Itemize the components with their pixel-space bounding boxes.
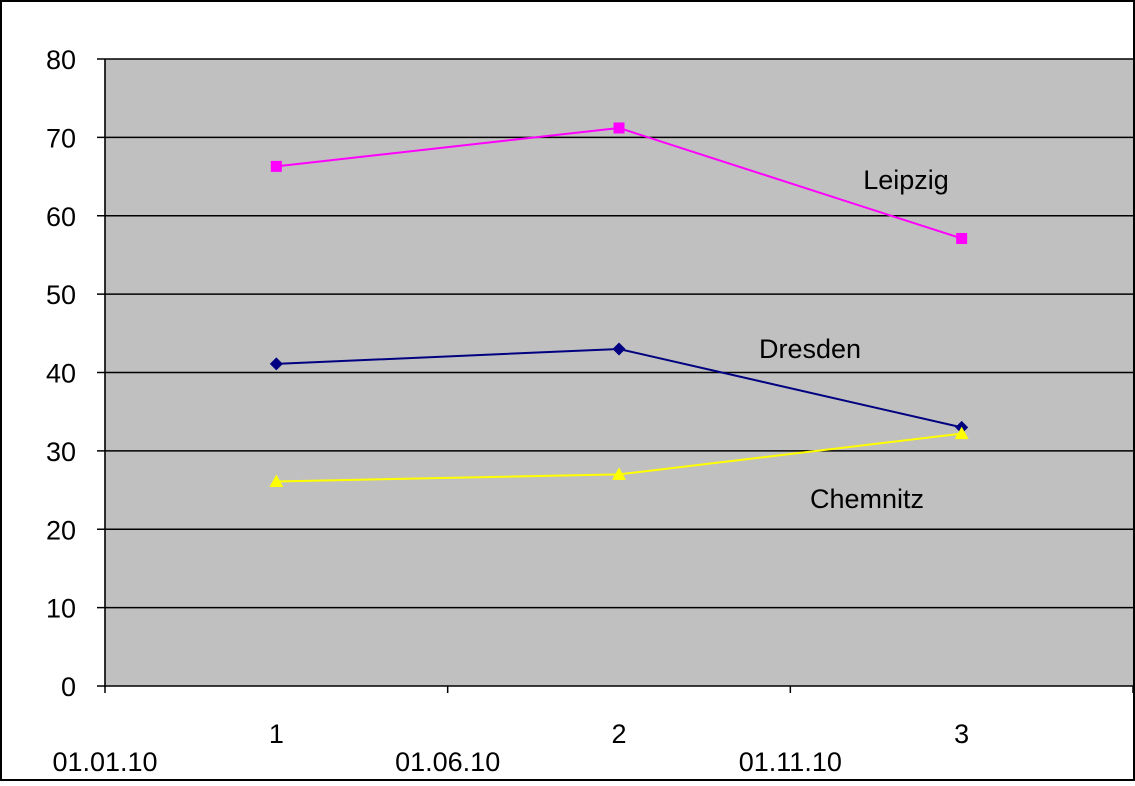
y-tick-label: 20 xyxy=(46,515,76,545)
gridlines xyxy=(105,58,1133,609)
y-tick-label: 0 xyxy=(61,672,76,702)
y-tick-label: 60 xyxy=(46,202,76,232)
data-point-leipzig xyxy=(956,232,968,244)
series-chemnitz xyxy=(269,426,969,487)
data-point-chemnitz xyxy=(612,467,626,480)
data-point-dresden xyxy=(269,357,283,371)
y-tick-label: 40 xyxy=(46,359,76,389)
series-layer xyxy=(269,122,969,487)
data-point-dresden xyxy=(612,342,626,356)
y-tick-label: 10 xyxy=(46,594,76,624)
series-label-chemnitz: Chemnitz xyxy=(810,484,924,514)
x-tick-label: 3 xyxy=(954,719,969,749)
x-date-label: 01.06.10 xyxy=(395,747,500,777)
y-tick-label: 70 xyxy=(46,123,76,153)
axes: 0 10 20 30 40 50 60 70 80 1 2 3 01.01.10 01.06.10 01.1… xyxy=(46,45,1134,777)
x-tick-label: 1 xyxy=(269,719,284,749)
x-tick-label: 2 xyxy=(611,719,626,749)
data-point-chemnitz xyxy=(269,474,284,487)
series-label-leipzig: Leipzig xyxy=(863,165,949,195)
series-label-dresden: Dresden xyxy=(759,334,861,364)
y-tick-label: 50 xyxy=(46,280,76,310)
x-date-label: 01.11.10 xyxy=(739,747,842,777)
y-tick-label: 30 xyxy=(46,437,76,467)
y-tick-label: 80 xyxy=(46,45,76,75)
series-labels: Leipzig Dresden Chemnitz xyxy=(759,165,949,514)
series-dresden xyxy=(269,342,969,434)
series-leipzig xyxy=(270,122,968,244)
data-point-leipzig xyxy=(613,122,625,134)
x-date-label: 01.01.10 xyxy=(52,747,157,777)
data-point-leipzig xyxy=(270,160,282,172)
data-point-chemnitz xyxy=(954,426,969,440)
